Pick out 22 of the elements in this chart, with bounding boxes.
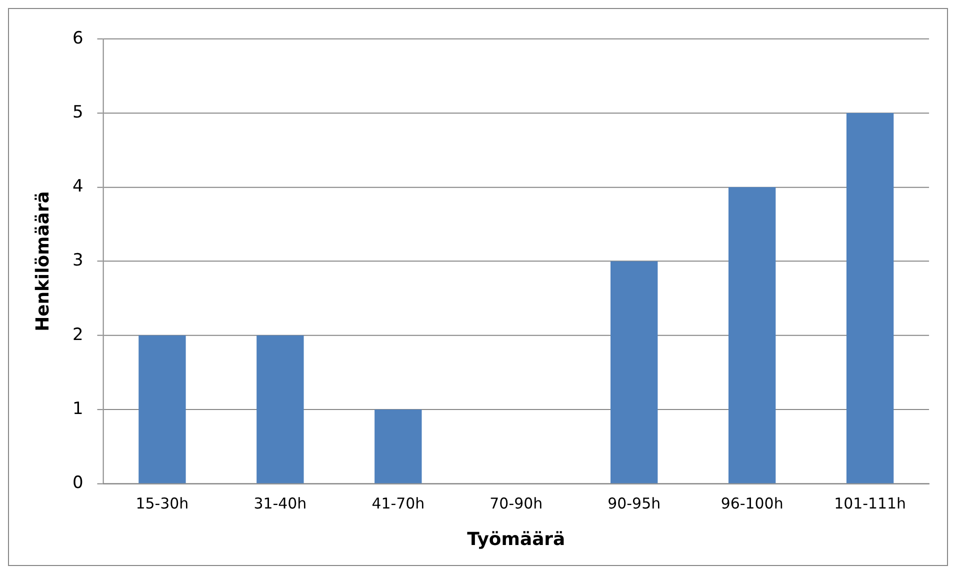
bar [610,261,658,484]
x-tick-label: 31-40h [254,494,307,512]
x-tick-label: 41-70h [372,494,425,512]
x-tick-label: 101-111h [834,494,906,512]
x-tick-label: 90-95h [608,494,661,512]
y-tick-label: 2 [72,324,84,344]
bar [846,113,894,484]
y-tick-label: 1 [72,398,84,418]
bar [256,335,304,484]
bar [138,335,186,484]
y-tick-label: 4 [72,176,84,196]
y-axis-title: Henkilömäärä [32,191,54,332]
x-axis-title: Työmäärä [467,528,566,550]
y-tick-label: 6 [72,27,84,48]
bar [728,187,776,484]
x-tick-label: 96-100h [720,494,784,512]
y-tick-label: 3 [72,250,84,270]
x-tick-label: 15-30h [136,494,189,512]
y-tick-label: 5 [72,101,84,122]
x-tick-label: 70-90h [490,494,543,512]
bar [374,410,422,484]
y-tick-label: 0 [72,472,84,492]
